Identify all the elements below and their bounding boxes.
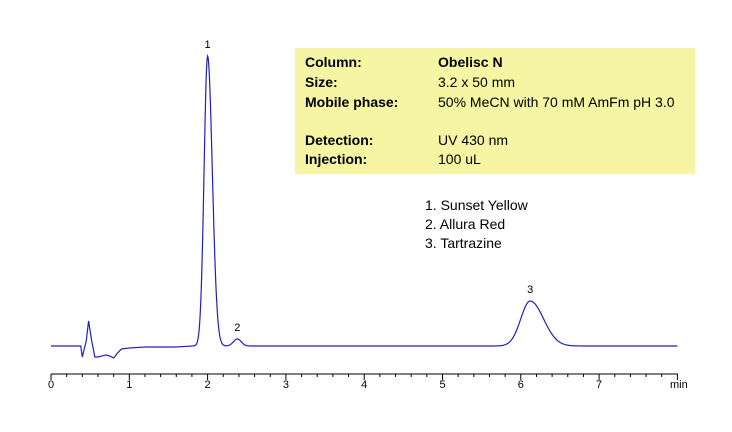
x-tick-label: 6 — [518, 379, 524, 391]
legend-item-1: 1. Sunset Yellow — [425, 197, 528, 213]
injection-label: Injection: — [305, 151, 368, 167]
legend-item-2: 2. Allura Red — [425, 216, 506, 232]
x-tick-label: 5 — [439, 379, 445, 391]
x-tick-label: 7 — [596, 379, 602, 391]
detection-label: Detection: — [305, 132, 374, 148]
compound-legend: 1. Sunset Yellow 2. Allura Red 3. Tartra… — [425, 196, 528, 253]
method-info-box: Column: Obelisc N Size: 3.2 x 50 mm Mobi… — [295, 48, 695, 174]
size-value: 3.2 x 50 mm — [438, 74, 516, 90]
peak-label-2: 2 — [234, 322, 240, 334]
peak-label-1: 1 — [205, 39, 211, 51]
x-tick-label: 2 — [205, 379, 211, 391]
x-tick-label: 4 — [361, 379, 367, 391]
x-axis: 0 1 2 3 4 5 6 7 — [48, 373, 678, 391]
x-tick-label: 0 — [48, 379, 54, 391]
peak-label-3: 3 — [527, 284, 533, 296]
peak-labels: 1 2 3 — [205, 39, 534, 334]
mobile-phase-label: Mobile phase: — [305, 94, 399, 110]
x-tick-label: 3 — [283, 379, 289, 391]
chromatogram-trace — [51, 53, 678, 359]
injection-value: 100 uL — [438, 151, 481, 167]
legend-item-3: 3. Tartrazine — [425, 235, 502, 251]
column-value: Obelisc N — [438, 54, 503, 70]
detection-value: UV 430 nm — [438, 132, 509, 148]
size-label: Size: — [305, 74, 338, 90]
mobile-phase-value: 50% MeCN with 70 mM AmFm pH 3.0 — [438, 94, 675, 110]
x-tick-label: 1 — [126, 379, 132, 391]
column-label: Column: — [305, 54, 362, 70]
x-axis-label: min — [670, 379, 688, 391]
